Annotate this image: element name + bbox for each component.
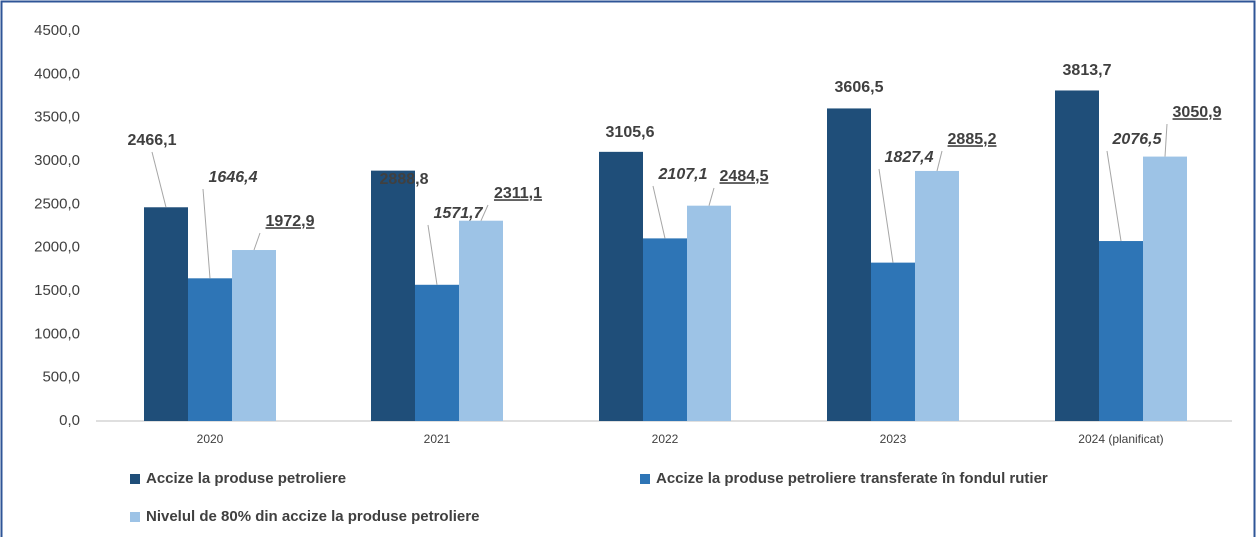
value-label: 2885,2 bbox=[948, 131, 997, 148]
leader-line bbox=[427, 224, 438, 285]
legend-swatch bbox=[640, 474, 650, 484]
bar bbox=[827, 108, 871, 421]
y-tick-label: 4500,0 bbox=[34, 22, 80, 39]
bar bbox=[144, 207, 188, 421]
legend-swatch bbox=[130, 474, 140, 484]
bar bbox=[687, 205, 731, 421]
value-label: 1827,4 bbox=[885, 149, 934, 166]
legend-label: Accize la produse petroliere transferate… bbox=[656, 470, 1048, 487]
bar bbox=[871, 262, 915, 421]
value-label: 2076,5 bbox=[1112, 131, 1163, 148]
bar bbox=[1143, 156, 1187, 421]
bar bbox=[415, 284, 459, 421]
y-tick-label: 4000,0 bbox=[34, 65, 80, 82]
value-label: 2888,8 bbox=[380, 171, 429, 188]
y-tick-label: 2000,0 bbox=[34, 239, 80, 256]
leader-line bbox=[1106, 150, 1122, 242]
bar bbox=[371, 170, 415, 421]
y-tick-label: 500,0 bbox=[42, 369, 80, 386]
x-tick-label: 2022 bbox=[652, 432, 679, 446]
bar bbox=[1055, 90, 1099, 421]
legend-swatch bbox=[130, 512, 140, 522]
value-label: 3105,6 bbox=[606, 124, 655, 141]
leader-line bbox=[708, 187, 715, 206]
value-label: 1646,4 bbox=[209, 169, 258, 186]
value-label: 1571,7 bbox=[434, 205, 484, 222]
leader-line bbox=[253, 232, 261, 251]
leader-line bbox=[878, 168, 894, 263]
value-label: 2107,1 bbox=[658, 166, 708, 183]
value-label: 2484,5 bbox=[720, 168, 769, 185]
y-tick-label: 3500,0 bbox=[34, 109, 80, 126]
value-label: 2311,1 bbox=[494, 185, 542, 202]
bar bbox=[599, 151, 643, 421]
bar bbox=[188, 278, 232, 421]
bar bbox=[232, 250, 276, 421]
y-tick-label: 2500,0 bbox=[34, 195, 80, 212]
y-tick-label: 1500,0 bbox=[34, 282, 80, 299]
value-label: 1972,9 bbox=[266, 213, 315, 230]
value-label: 2466,1 bbox=[128, 132, 177, 149]
leader-line bbox=[151, 151, 167, 208]
leader-line bbox=[480, 204, 489, 221]
x-tick-label: 2023 bbox=[880, 432, 907, 446]
bar bbox=[459, 220, 503, 421]
x-tick-label: 2024 (planificat) bbox=[1078, 432, 1163, 446]
leader-line bbox=[1164, 123, 1168, 157]
leader-line bbox=[652, 185, 666, 239]
x-tick-label: 2020 bbox=[197, 432, 224, 446]
y-tick-label: 1000,0 bbox=[34, 325, 80, 342]
y-tick-label: 0,0 bbox=[59, 412, 80, 429]
legend-label: Accize la produse petroliere bbox=[146, 470, 346, 487]
value-label: 3050,9 bbox=[1173, 104, 1222, 121]
legend-label: Nivelul de 80% din accize la produse pet… bbox=[146, 508, 479, 525]
value-label: 3813,7 bbox=[1063, 62, 1112, 79]
leader-line bbox=[936, 150, 943, 172]
y-tick-label: 3000,0 bbox=[34, 152, 80, 169]
leader-line bbox=[202, 188, 211, 279]
value-label: 3606,5 bbox=[835, 79, 884, 96]
bar bbox=[915, 170, 959, 421]
bar bbox=[643, 238, 687, 421]
bar bbox=[1099, 241, 1143, 421]
x-tick-label: 2021 bbox=[424, 432, 451, 446]
